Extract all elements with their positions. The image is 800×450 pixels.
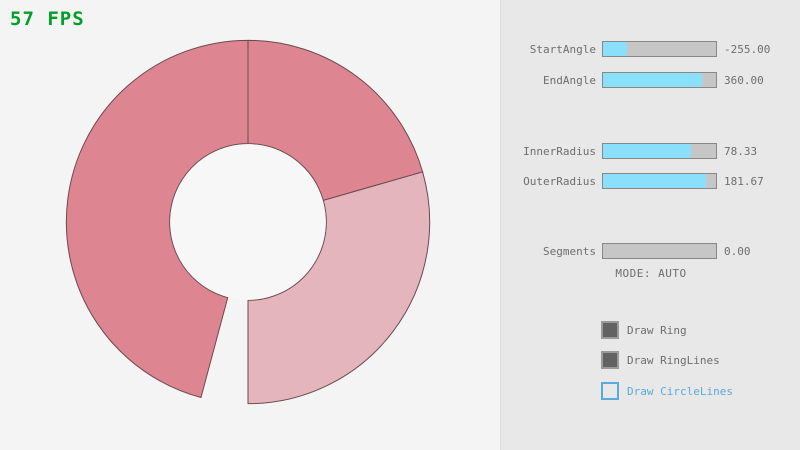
- slider-value-outer-radius: 181.67: [724, 174, 764, 188]
- slider-value-inner-radius: 78.33: [724, 144, 758, 158]
- checkbox-row-draw-circlelines[interactable]: Draw CircleLines: [601, 381, 733, 401]
- slider-label-segments: Segments: [543, 244, 596, 258]
- slider-label-outer-radius: OuterRadius: [523, 174, 596, 188]
- slider-label-start-angle: StartAngle: [529, 42, 596, 56]
- slider-fill-outer-radius: [603, 174, 706, 188]
- slider-end-angle[interactable]: [602, 72, 717, 88]
- slider-start-angle[interactable]: [602, 41, 717, 57]
- slider-label-inner-radius: InnerRadius: [523, 144, 596, 158]
- fps-counter: 57 FPS: [10, 8, 85, 30]
- slider-fill-start-angle: [603, 42, 627, 56]
- slider-row-end-angle: EndAngle 360.00: [501, 71, 800, 89]
- checkbox-draw-ringlines[interactable]: [601, 351, 619, 369]
- donut-ring-graphic: [65, 39, 431, 405]
- render-canvas[interactable]: 57 FPS: [0, 0, 500, 450]
- slider-inner-radius[interactable]: [602, 143, 717, 159]
- ring-slice-2: [247, 171, 431, 405]
- checkbox-row-draw-ringlines[interactable]: Draw RingLines: [601, 350, 720, 370]
- checkbox-draw-ring[interactable]: [601, 321, 619, 339]
- slider-row-inner-radius: InnerRadius 78.33: [501, 142, 800, 160]
- slider-outer-radius[interactable]: [602, 173, 717, 189]
- slider-row-outer-radius: OuterRadius 181.67: [501, 172, 800, 190]
- ring-slice-3: [65, 39, 249, 399]
- control-panel: StartAngle -255.00 EndAngle 360.00 InnerRadi…: [500, 0, 800, 450]
- slider-row-start-angle: StartAngle -255.00: [501, 40, 800, 58]
- slider-segments[interactable]: [602, 243, 717, 259]
- mode-text: MODE: AUTO: [615, 267, 687, 280]
- slider-row-segments: Segments 0.00: [501, 242, 800, 260]
- checkbox-label-draw-ringlines: Draw RingLines: [627, 353, 720, 367]
- checkbox-label-draw-ring: Draw Ring: [627, 323, 687, 337]
- checkbox-row-draw-ring[interactable]: Draw Ring: [601, 320, 687, 340]
- slider-label-end-angle: EndAngle: [543, 73, 596, 87]
- slider-fill-inner-radius: [603, 144, 692, 158]
- ring-inner-hole: [170, 144, 326, 300]
- ring-slice-1: [247, 39, 424, 202]
- slider-fill-end-angle: [603, 73, 703, 87]
- slider-value-segments: 0.00: [724, 244, 751, 258]
- slider-value-end-angle: 360.00: [724, 73, 764, 87]
- checkbox-label-draw-circlelines: Draw CircleLines: [627, 384, 733, 398]
- slider-value-start-angle: -255.00: [724, 42, 771, 56]
- checkbox-draw-circlelines[interactable]: [601, 382, 619, 400]
